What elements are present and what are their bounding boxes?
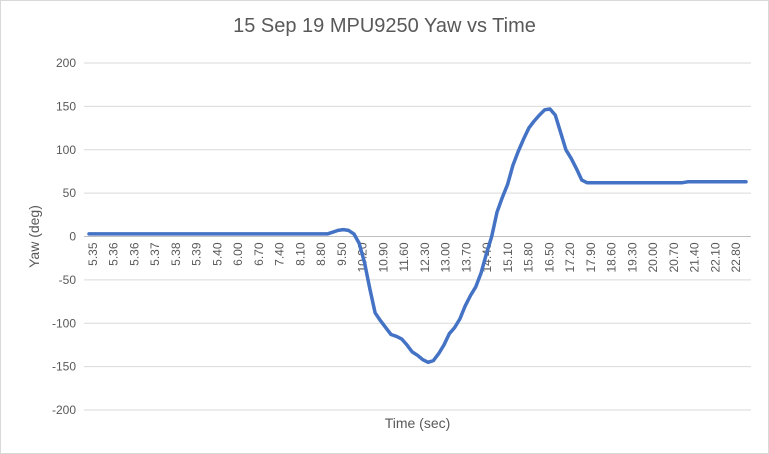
- y-tick-label: 0: [69, 230, 76, 244]
- y-tick-label: 100: [56, 143, 76, 157]
- x-tick-label: 8.80: [314, 242, 328, 266]
- x-tick-label: 5.36: [107, 242, 121, 266]
- x-tick-label: 20.70: [667, 242, 681, 272]
- x-tick-label: 17.90: [584, 242, 598, 272]
- x-tick-label: 12.30: [418, 242, 432, 272]
- x-tick-label: 21.40: [688, 242, 702, 272]
- x-tick-label: 5.40: [210, 242, 224, 266]
- x-tick-label: 9.50: [335, 242, 349, 266]
- x-tick-label: 15.10: [501, 242, 515, 272]
- x-tick-label: 5.37: [148, 242, 162, 266]
- x-tick-label: 22.80: [729, 242, 743, 272]
- y-tick-label: -50: [59, 273, 77, 287]
- y-tick-label: 150: [56, 99, 76, 113]
- x-tick-label: 7.40: [273, 242, 287, 266]
- x-tick-label: 13.70: [459, 242, 473, 272]
- x-tick-label: 17.20: [563, 242, 577, 272]
- gridlines: [84, 62, 751, 411]
- x-tick-label: 5.35: [86, 242, 100, 266]
- x-tick-label: 18.60: [605, 242, 619, 272]
- x-tick-label: 6.00: [231, 242, 245, 266]
- y-tick-label: -200: [52, 403, 76, 417]
- yaw-series-line: [87, 107, 748, 365]
- x-tick-label: 13.00: [439, 242, 453, 272]
- x-tick-label: 5.36: [127, 242, 141, 266]
- x-tick-label: 20.00: [646, 242, 660, 272]
- x-tick-label: 8.10: [293, 242, 307, 266]
- x-tick-label: 19.30: [625, 242, 639, 272]
- y-axis-label: Yaw (deg): [26, 205, 42, 268]
- x-tick-label: 22.10: [708, 242, 722, 272]
- x-tick-label: 10.90: [376, 242, 390, 272]
- x-axis-ticks: 5.35 5.36 5.36 5.37 5.38 5.39 5.40 6.00 6.70 7.40…: [86, 242, 743, 272]
- x-tick-label: 6.70: [252, 242, 266, 266]
- y-tick-label: -150: [52, 360, 76, 374]
- x-axis-label: Time (sec): [385, 415, 451, 431]
- y-tick-label: 50: [63, 186, 77, 200]
- x-tick-label: 15.80: [522, 242, 536, 272]
- y-tick-label: -100: [52, 316, 76, 330]
- chart-title: 15 Sep 19 MPU9250 Yaw vs Time: [233, 15, 536, 37]
- x-tick-label: 5.38: [169, 242, 183, 266]
- y-tick-label: 200: [56, 56, 76, 70]
- x-tick-label: 5.39: [190, 242, 204, 266]
- y-axis-ticks: -200 -150 -100 -50 0 50 100 150 200: [52, 56, 76, 417]
- x-tick-label: 16.50: [542, 242, 556, 272]
- x-tick-label: 11.60: [397, 242, 411, 271]
